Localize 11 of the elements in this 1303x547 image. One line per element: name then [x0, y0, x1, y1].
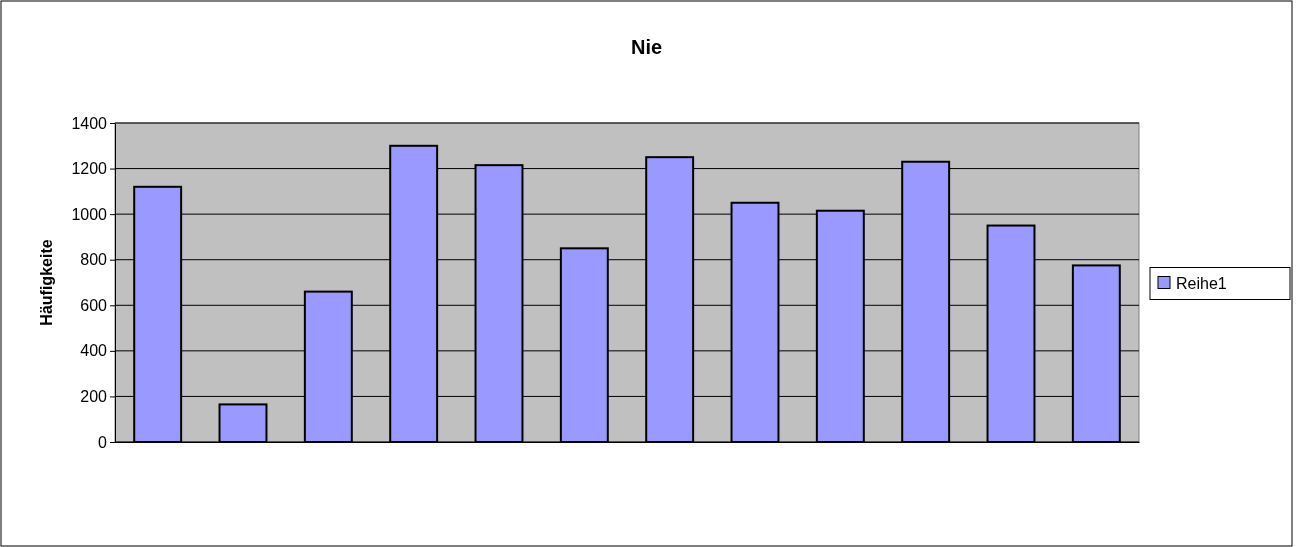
y-tick-label: 800 — [80, 251, 108, 269]
y-tick-label: 1200 — [71, 160, 108, 178]
y-tick-label: 1000 — [71, 205, 108, 223]
y-tick-label: 0 — [98, 433, 108, 451]
y-axis-title: Häufigkeite — [38, 239, 55, 326]
chart-title: Nie — [630, 36, 663, 58]
legend-label: Reihe1 — [1176, 274, 1227, 292]
y-tick-label: 600 — [80, 296, 108, 314]
y-tick-label: 200 — [80, 388, 108, 406]
y-tick-label: 1400 — [71, 114, 108, 132]
y-tick-label: 400 — [80, 342, 108, 360]
